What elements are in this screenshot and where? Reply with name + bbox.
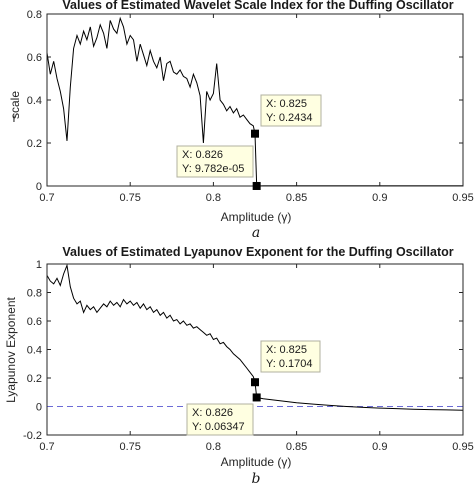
datatip-marker-2 (252, 181, 261, 190)
y-tick-label: 1 (36, 259, 42, 271)
chart-a-series-line (46, 16, 463, 187)
tooltip-box (176, 145, 254, 178)
y-tick-label: 0.4 (27, 95, 42, 107)
datatip-marker-1 (251, 378, 259, 387)
x-tick-label: 0.95 (452, 192, 473, 204)
chart-b-ylabel: Lyapunov Exponent (4, 297, 18, 403)
chart-b-axes-box (46, 263, 464, 436)
tooltip-y-value: Y: 9.782e-05 (182, 163, 244, 175)
x-tick-label: 0.75 (119, 192, 140, 204)
tooltip-x-value: X: 0.826 (192, 407, 233, 419)
x-tick-label: 0.95 (452, 441, 473, 453)
x-tick-label: 0.7 (39, 441, 54, 453)
tooltip-x-value: X: 0.826 (182, 149, 223, 161)
y-tick-label: -0.2 (23, 430, 42, 442)
x-tick-label: 0.85 (286, 441, 307, 453)
chart-b-panel-label: b (252, 471, 261, 487)
x-tick-label: 0.8 (206, 441, 221, 453)
x-tick-label: 0.9 (372, 441, 387, 453)
chart-a-title: Values of Estimated Wavelet Scale Index … (62, 0, 453, 12)
tooltip-y-value: Y: 0.1704 (266, 358, 313, 370)
y-tick-label: 0.8 (27, 288, 42, 300)
chart-a-ylabel: i (13, 111, 16, 125)
chart-b-markers (251, 378, 261, 402)
y-tick-label: 0.2 (27, 373, 42, 385)
datatip-marker-2 (252, 393, 261, 402)
x-tick-label: 0.9 (372, 192, 387, 204)
y-tick-label: 0.6 (27, 316, 42, 328)
tooltip-x-value: X: 0.825 (266, 344, 307, 356)
tooltip-box (186, 403, 254, 436)
chart-a-panel-label: a (252, 225, 260, 241)
chart-a-ylabel-subscript: scale (8, 91, 22, 119)
y-tick-label: 0.2 (27, 138, 42, 150)
chart-b-title: Values of Estimated Lyapunov Exponent fo… (62, 245, 453, 259)
chart-a-tooltip-2: X: 0.826 Y: 9.782e-05 (176, 145, 254, 178)
chart-a-markers (251, 129, 261, 190)
y-tick-label: 0.4 (27, 345, 42, 357)
chart-a-tooltip-1: X: 0.825 Y: 0.2434 (260, 94, 322, 127)
tooltip-x-value: X: 0.825 (266, 98, 307, 110)
y-tick-label: 0 (36, 181, 42, 193)
chart-a-xlabel: Amplitude (γ) (221, 210, 292, 224)
chart-b-tooltip-1: X: 0.825 Y: 0.1704 (260, 340, 321, 373)
y-tick-label: 0 (36, 402, 42, 414)
datatip-marker-1 (251, 129, 259, 138)
x-tick-label: 0.75 (119, 441, 140, 453)
chart-b-series-line (46, 263, 464, 411)
chart-b-xlabel: Amplitude (γ) (221, 455, 292, 469)
tooltip-y-value: Y: 0.2434 (266, 112, 313, 124)
chart-a-axes-box (46, 13, 464, 187)
chart-b: Values of Estimated Lyapunov Exponent fo… (4, 245, 474, 487)
x-tick-label: 0.7 (39, 192, 54, 204)
chart-a: Values of Estimated Wavelet Scale Index … (8, 0, 474, 241)
x-tick-label: 0.85 (286, 192, 307, 204)
tooltip-y-value: Y: 0.06347 (192, 421, 245, 433)
chart-b-tooltip-2: X: 0.826 Y: 0.06347 (186, 403, 254, 436)
tooltip-box (260, 340, 321, 373)
x-tick-label: 0.8 (206, 192, 221, 204)
tooltip-box (260, 94, 322, 127)
y-tick-label: 0.8 (27, 9, 42, 21)
y-tick-label: 0.6 (27, 52, 42, 64)
